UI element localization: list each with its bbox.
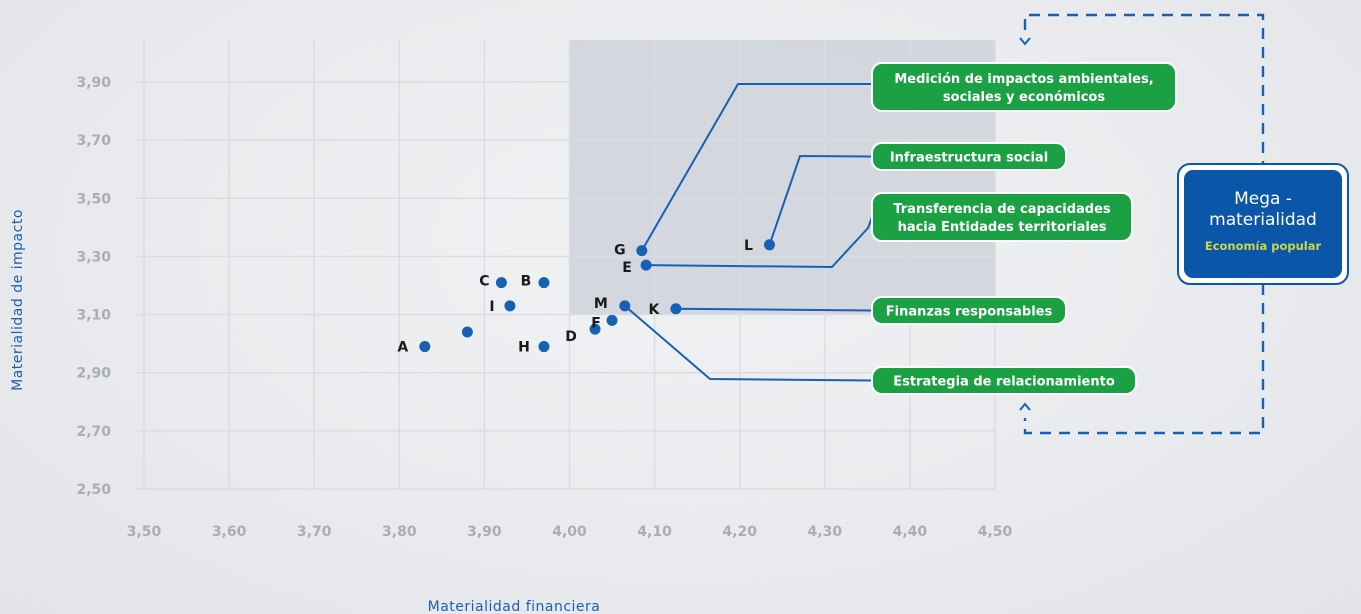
point-label: B bbox=[521, 274, 532, 290]
point-label: C bbox=[479, 274, 489, 290]
arrow-down-icon bbox=[1019, 37, 1031, 46]
x-tick-label: 3,50 bbox=[127, 524, 162, 540]
data-point bbox=[670, 303, 682, 315]
y-tick-label: 3,70 bbox=[76, 133, 111, 149]
mega-title: Mega - bbox=[1234, 189, 1292, 209]
callout-connector bbox=[675, 307, 873, 312]
callout-label: sociales y económicos bbox=[943, 90, 1105, 105]
callout-box bbox=[871, 296, 1067, 325]
x-tick-label: 4,50 bbox=[978, 524, 1013, 540]
x-tick-label: 4,40 bbox=[893, 524, 928, 540]
mega-title: materialidad bbox=[1209, 210, 1317, 230]
callout-label: Finanzas responsables bbox=[886, 305, 1053, 320]
point-label: E bbox=[622, 260, 632, 276]
y-tick-label: 2,70 bbox=[76, 424, 111, 440]
data-point bbox=[419, 341, 431, 353]
point-label: G bbox=[614, 243, 626, 259]
callout-layer: Medición de impactos ambientales, sociale… bbox=[871, 62, 1177, 395]
data-point bbox=[461, 326, 473, 338]
y-tick-label: 3,30 bbox=[76, 249, 111, 265]
callout-connector bbox=[624, 305, 873, 382]
data-point bbox=[538, 341, 550, 353]
mega-subtitle: Economía popular bbox=[1205, 239, 1322, 253]
data-point bbox=[589, 323, 601, 335]
data-point bbox=[636, 245, 648, 257]
dashed-bracket bbox=[1023, 13, 1265, 435]
data-point bbox=[606, 314, 618, 326]
x-tick-label: 3,90 bbox=[467, 524, 502, 540]
y-tick-label: 3,10 bbox=[76, 308, 111, 324]
point-label: H bbox=[518, 340, 530, 356]
x-axis-title: Materialidad financiera bbox=[428, 599, 601, 614]
x-tick-label: 3,80 bbox=[382, 524, 417, 540]
data-point bbox=[538, 277, 550, 289]
callout-label: Transferencia de capacidades bbox=[893, 202, 1111, 217]
callout-box bbox=[871, 192, 1133, 242]
mega-box bbox=[1184, 170, 1342, 278]
callout-label: Medición de impactos ambientales, bbox=[894, 72, 1153, 87]
point-label: L bbox=[744, 238, 753, 254]
callout-connector bbox=[768, 154, 873, 246]
data-point bbox=[640, 259, 652, 271]
y-tick-label: 3,50 bbox=[76, 191, 111, 207]
point-label: M bbox=[594, 296, 608, 312]
x-tick-label: 3,60 bbox=[212, 524, 247, 540]
data-point bbox=[495, 277, 507, 289]
x-tick-label: 3,70 bbox=[297, 524, 332, 540]
x-tick-label: 4,10 bbox=[637, 524, 672, 540]
callout-label: Infraestructura social bbox=[890, 151, 1048, 166]
tick-label-layer: 3,50 3,60 3,70 3,80 3,90 4,00 4,10 4,20 4,30 4,40… bbox=[76, 75, 1012, 540]
grid-layer bbox=[136, 40, 996, 490]
data-point bbox=[763, 239, 775, 251]
y-tick-label: 3,90 bbox=[76, 75, 111, 91]
callout-connector bbox=[646, 216, 873, 269]
connector-layer bbox=[624, 83, 873, 382]
x-tick-label: 4,00 bbox=[552, 524, 587, 540]
callout-box bbox=[871, 366, 1137, 395]
point-layer: A C B I H DFM K GE L bbox=[397, 238, 775, 356]
point-label: I bbox=[489, 299, 494, 315]
callout-label: hacia Entidades territoriales bbox=[898, 220, 1107, 235]
point-label: F bbox=[591, 315, 601, 331]
point-label: K bbox=[648, 302, 660, 318]
x-tick-label: 4,20 bbox=[722, 524, 757, 540]
callout-connector bbox=[640, 83, 872, 252]
y-tick-label: 2,90 bbox=[76, 366, 111, 382]
point-label: D bbox=[565, 329, 577, 345]
data-point bbox=[619, 300, 631, 312]
callout-box bbox=[871, 62, 1177, 112]
arrow-up-icon bbox=[1019, 402, 1031, 411]
callout-box bbox=[871, 142, 1067, 171]
mega-materiality-layer: Mega -materialidad Economía popular bbox=[1019, 13, 1349, 435]
y-axis-title: Materialidad de impacto bbox=[10, 209, 26, 391]
y-tick-label: 2,50 bbox=[76, 482, 111, 498]
callout-label: Estrategia de relacionamiento bbox=[893, 375, 1115, 390]
data-point bbox=[504, 300, 516, 312]
point-label: A bbox=[397, 340, 408, 356]
x-tick-label: 4,30 bbox=[808, 524, 843, 540]
